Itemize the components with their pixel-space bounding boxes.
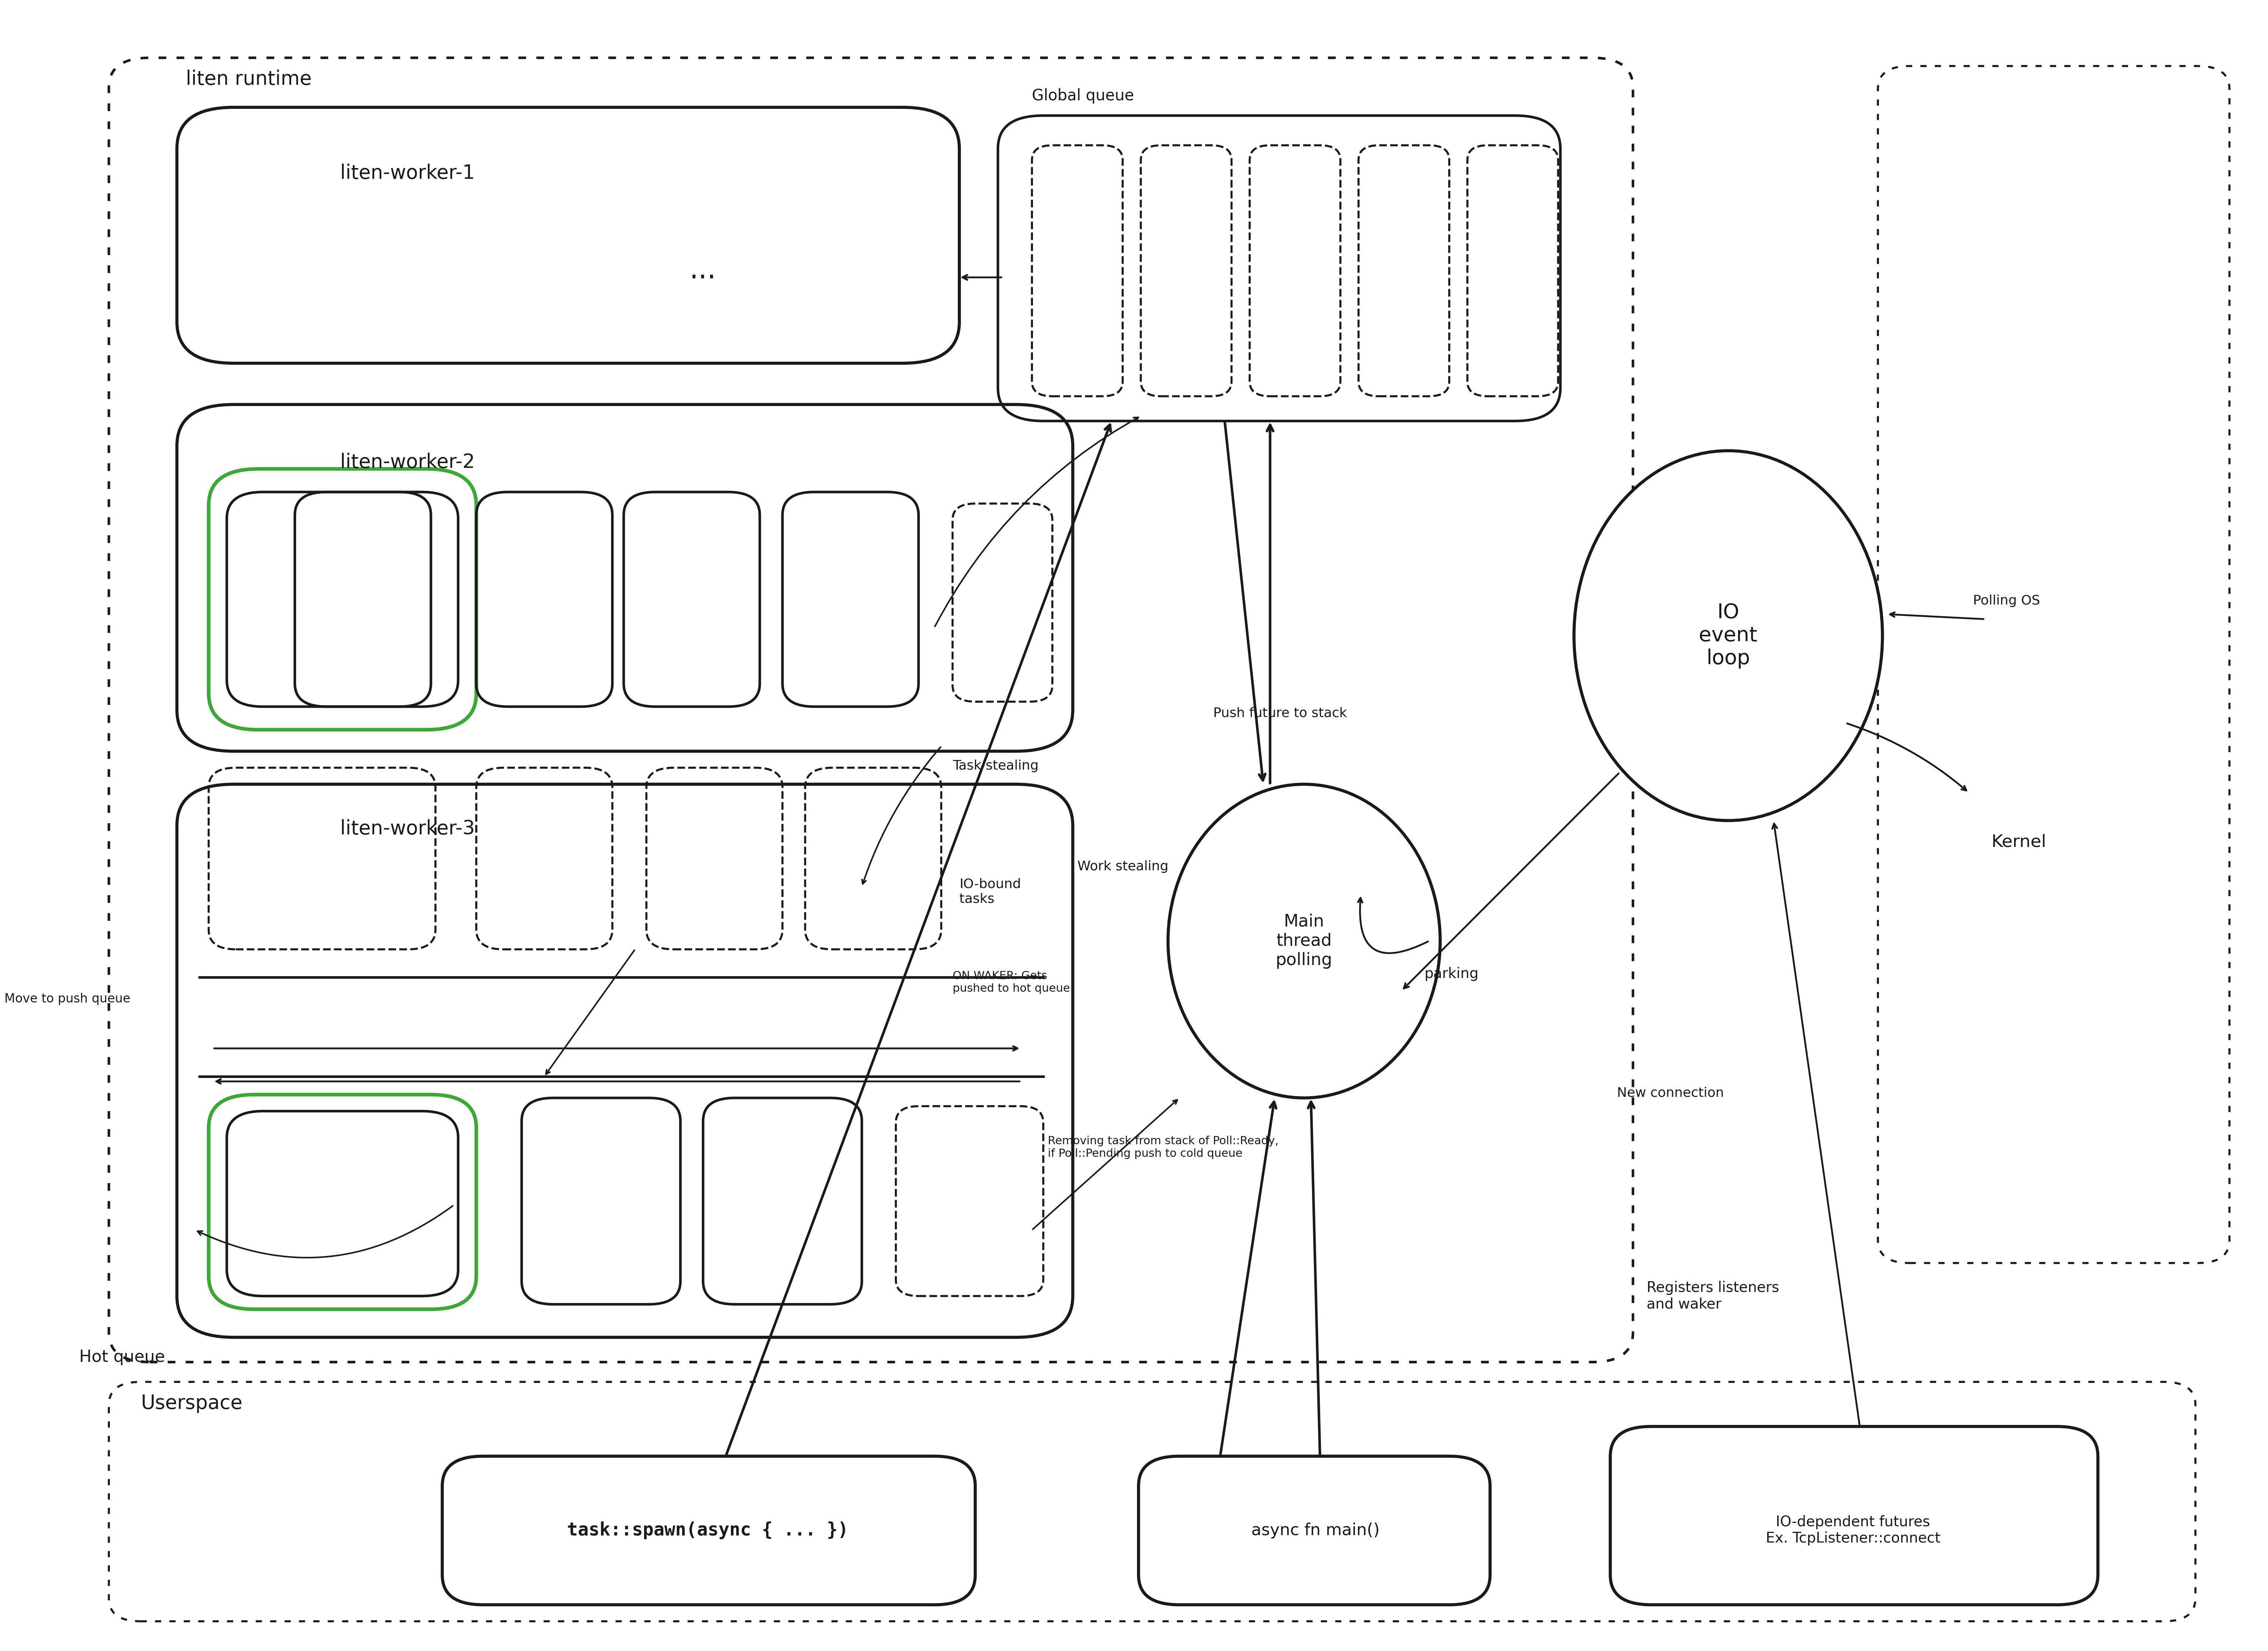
Text: Work stealing: Work stealing	[1077, 860, 1168, 873]
Text: IO-dependent futures
Ex. TcpListener::connect: IO-dependent futures Ex. TcpListener::co…	[1765, 1516, 1941, 1545]
Text: liten-worker-2: liten-worker-2	[340, 452, 474, 472]
Text: Task stealing: Task stealing	[953, 759, 1039, 773]
Text: Polling OS: Polling OS	[1973, 594, 2041, 608]
Text: Userspace: Userspace	[141, 1393, 243, 1413]
Text: ...: ...	[689, 258, 717, 284]
Text: ON WAKER: Gets
pushed to hot queue: ON WAKER: Gets pushed to hot queue	[953, 971, 1070, 994]
Text: Registers listeners
and waker: Registers listeners and waker	[1647, 1281, 1778, 1311]
Text: Removing task from stack of Poll::Ready,
if Poll::Pending push to cold queue: Removing task from stack of Poll::Ready,…	[1048, 1136, 1279, 1159]
Ellipse shape	[1574, 451, 1882, 821]
Text: Kernel: Kernel	[1991, 834, 2046, 850]
Text: parking: parking	[1424, 967, 1479, 981]
Text: liten-worker-1: liten-worker-1	[340, 163, 474, 183]
Text: IO-bound
tasks: IO-bound tasks	[959, 878, 1021, 905]
Ellipse shape	[1168, 784, 1440, 1098]
Text: async fn main(): async fn main()	[1252, 1522, 1379, 1539]
Text: Hot queue: Hot queue	[79, 1349, 166, 1365]
Text: Move to push queue: Move to push queue	[5, 992, 132, 1005]
Text: Push future to stack: Push future to stack	[1213, 707, 1347, 720]
Text: Global queue: Global queue	[1032, 88, 1134, 104]
Text: liten-worker-3: liten-worker-3	[340, 819, 474, 839]
Text: Main
thread
polling: Main thread polling	[1275, 913, 1334, 969]
Text: liten runtime: liten runtime	[186, 69, 313, 89]
Text: task::spawn(async { ... }): task::spawn(async { ... })	[567, 1522, 848, 1539]
Text: New connection: New connection	[1617, 1086, 1724, 1100]
Text: IO
event
loop: IO event loop	[1699, 603, 1758, 669]
